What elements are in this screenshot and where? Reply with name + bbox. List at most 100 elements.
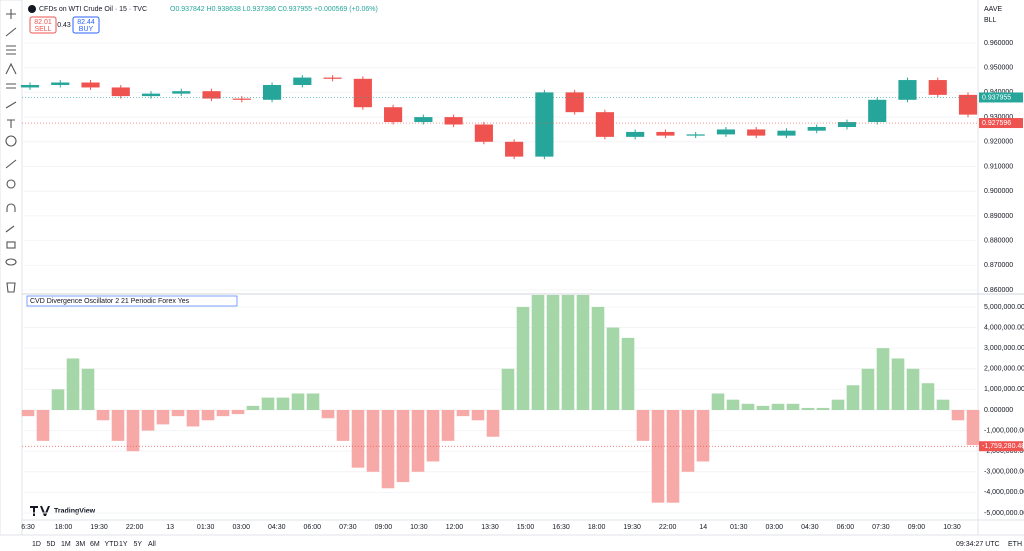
symbol[interactable]: CFDs on WTI Crude Oil · 15 · TVC <box>39 6 147 13</box>
candle-body <box>414 117 433 123</box>
x-tick-label: 10:30 <box>943 524 961 531</box>
histogram-bar <box>441 409 455 441</box>
histogram-bar <box>366 409 380 472</box>
indicator-legend-box[interactable] <box>26 295 238 307</box>
histogram-bar <box>681 409 695 472</box>
x-tick-label: 01:30 <box>197 524 215 531</box>
histogram-bar <box>246 405 260 410</box>
histogram-bar <box>711 393 725 410</box>
watch-item[interactable]: AAVE <box>984 6 1002 13</box>
watermark-logo <box>30 506 50 516</box>
y-tick-label: 2,000,000.000000 <box>984 366 1024 373</box>
price-label-bg <box>979 118 1023 129</box>
histogram-bar <box>96 409 110 421</box>
x-tick-label: 03:00 <box>232 524 250 531</box>
candle-body <box>172 91 191 94</box>
histogram-bar <box>876 348 890 410</box>
buy-button[interactable] <box>72 16 100 34</box>
histogram-bar <box>936 399 950 410</box>
histogram-bar <box>501 368 515 410</box>
x-tick-label: 22:00 <box>659 524 677 531</box>
histogram-bar <box>66 358 80 410</box>
histogram-bar <box>186 409 200 427</box>
histogram-bar <box>951 409 965 421</box>
histogram-bar <box>171 409 185 417</box>
spread: 0.43 <box>57 22 71 29</box>
candle-body <box>565 92 584 113</box>
histogram-bar <box>201 409 215 421</box>
ohlc: O0.937842 H0.938638 L0.937386 C0.937955 … <box>170 6 378 13</box>
candle-body <box>807 126 826 131</box>
histogram-bar <box>36 409 50 441</box>
candle-body <box>444 117 463 125</box>
range-button[interactable]: 1Y <box>119 541 128 548</box>
histogram-bar <box>111 409 125 441</box>
y-tick-label: -4,000,000.000000 <box>984 489 1024 496</box>
candle-body <box>323 77 342 79</box>
histogram-bar <box>516 306 530 410</box>
histogram-bar <box>771 403 785 410</box>
histogram-bar <box>891 358 905 410</box>
x-tick-label: 06:00 <box>304 524 322 531</box>
x-tick-label: 19:30 <box>90 524 108 531</box>
histogram-bar <box>336 409 350 441</box>
candle-body <box>384 107 403 123</box>
histogram-bar <box>666 409 680 503</box>
histogram-bar <box>141 409 155 431</box>
range-button[interactable]: 5Y <box>134 541 143 548</box>
candle-body <box>535 92 554 157</box>
y-tick-label: 1,000,000.000000 <box>984 386 1024 393</box>
histogram-bar <box>156 409 170 425</box>
histogram-bar <box>261 397 275 410</box>
y-tick-label: 0.930000 <box>984 114 1013 121</box>
x-tick-label: 16:30 <box>552 524 570 531</box>
y-tick-label: 0.000000 <box>984 407 1013 414</box>
histogram-bar <box>546 295 560 410</box>
histogram-bar <box>486 409 500 437</box>
histogram-bar <box>426 409 440 462</box>
histogram-bar <box>126 409 140 452</box>
histogram-bar <box>471 409 485 421</box>
x-tick-label: 07:30 <box>339 524 357 531</box>
histogram-bar <box>621 337 635 410</box>
histogram-bar <box>411 409 425 472</box>
x-tick-label: 03:00 <box>766 524 784 531</box>
x-tick-label: 14 <box>699 524 707 531</box>
histogram-bar <box>606 327 620 410</box>
y-tick-label: 0.900000 <box>984 188 1013 195</box>
y-tick-label: 0.890000 <box>984 213 1013 220</box>
histogram-bar <box>816 407 830 410</box>
histogram-bar <box>591 306 605 410</box>
histogram-bar <box>921 383 935 410</box>
tools[interactable] <box>5 9 17 293</box>
candle-body <box>20 84 40 88</box>
histogram-bar <box>231 409 245 415</box>
candle-body <box>111 87 130 97</box>
range-button[interactable]: 6M <box>90 541 100 548</box>
sell-button[interactable] <box>29 16 57 34</box>
sell-label: SELL <box>34 26 51 33</box>
range-button[interactable]: 3M <box>76 541 86 548</box>
histogram-bar <box>351 409 365 468</box>
y-tick-label: 0.920000 <box>984 139 1013 146</box>
x-tick-label: 04:30 <box>268 524 286 531</box>
x-tick-label: 18:00 <box>588 524 606 531</box>
histogram-bar <box>81 368 95 410</box>
range-button[interactable]: All <box>148 541 156 548</box>
x-tick-label: 09:00 <box>908 524 926 531</box>
symbol-icon <box>28 5 36 13</box>
range-button[interactable]: 5D <box>47 541 56 548</box>
range-button[interactable]: 1D <box>32 541 41 548</box>
y-tick-label: -1,000,000.000000 <box>984 427 1024 434</box>
watch-item[interactable]: BLL <box>984 17 997 24</box>
y-tick-label: 0.950000 <box>984 65 1013 72</box>
y-tick-label: 0.960000 <box>984 40 1013 47</box>
candle-body <box>928 80 947 95</box>
candle-body <box>353 78 372 108</box>
range-button[interactable]: 1M <box>61 541 71 548</box>
range-button[interactable]: YTD <box>105 541 119 548</box>
session[interactable]: ETH <box>1008 541 1022 548</box>
x-tick-label: 18:00 <box>55 524 73 531</box>
indicator-legend: CVD Divergence Oscillator 2 21 Periodic … <box>30 298 190 305</box>
buy-price: 82.44 <box>77 19 95 26</box>
